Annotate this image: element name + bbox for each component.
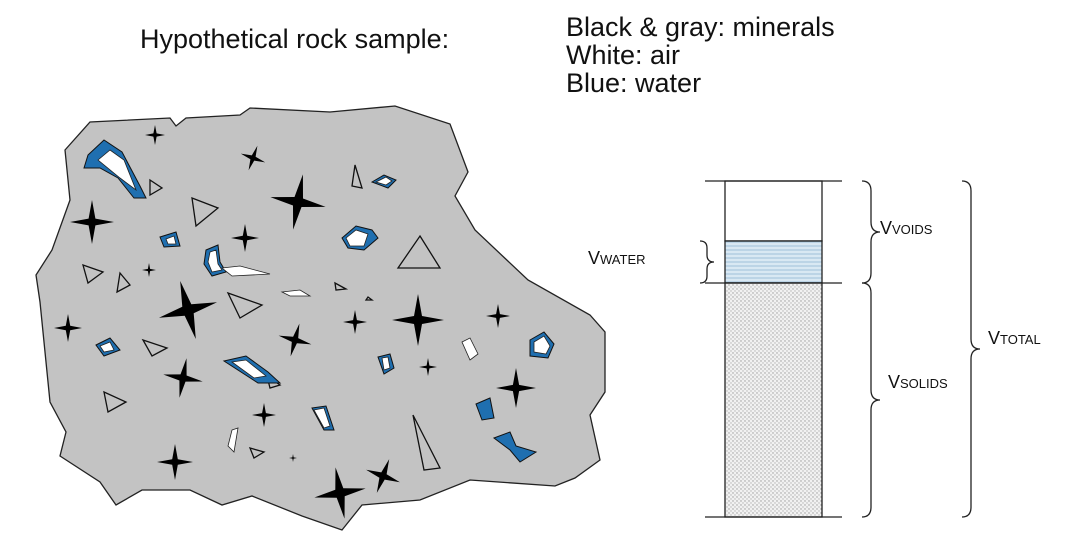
- legend-line: Blue: water: [566, 68, 701, 98]
- legend-line: Black & gray: minerals: [566, 12, 835, 42]
- brace: [862, 181, 880, 283]
- legend-line: White: air: [566, 40, 680, 70]
- solids-label: VSOLIDS: [888, 372, 948, 392]
- diagram: Hypothetical rock sample: Black & gray: …: [0, 0, 1067, 551]
- water-layer: [725, 241, 822, 283]
- brace: [862, 283, 880, 517]
- voids-label: VVOIDS: [880, 218, 933, 238]
- total-label: VTOTAL: [988, 328, 1041, 348]
- brace: [962, 181, 980, 517]
- brace: [700, 241, 714, 283]
- water-label: VWATER: [588, 248, 646, 268]
- solids-layer: [725, 283, 822, 517]
- title: Hypothetical rock sample:: [140, 24, 449, 54]
- voids-air: [725, 181, 822, 241]
